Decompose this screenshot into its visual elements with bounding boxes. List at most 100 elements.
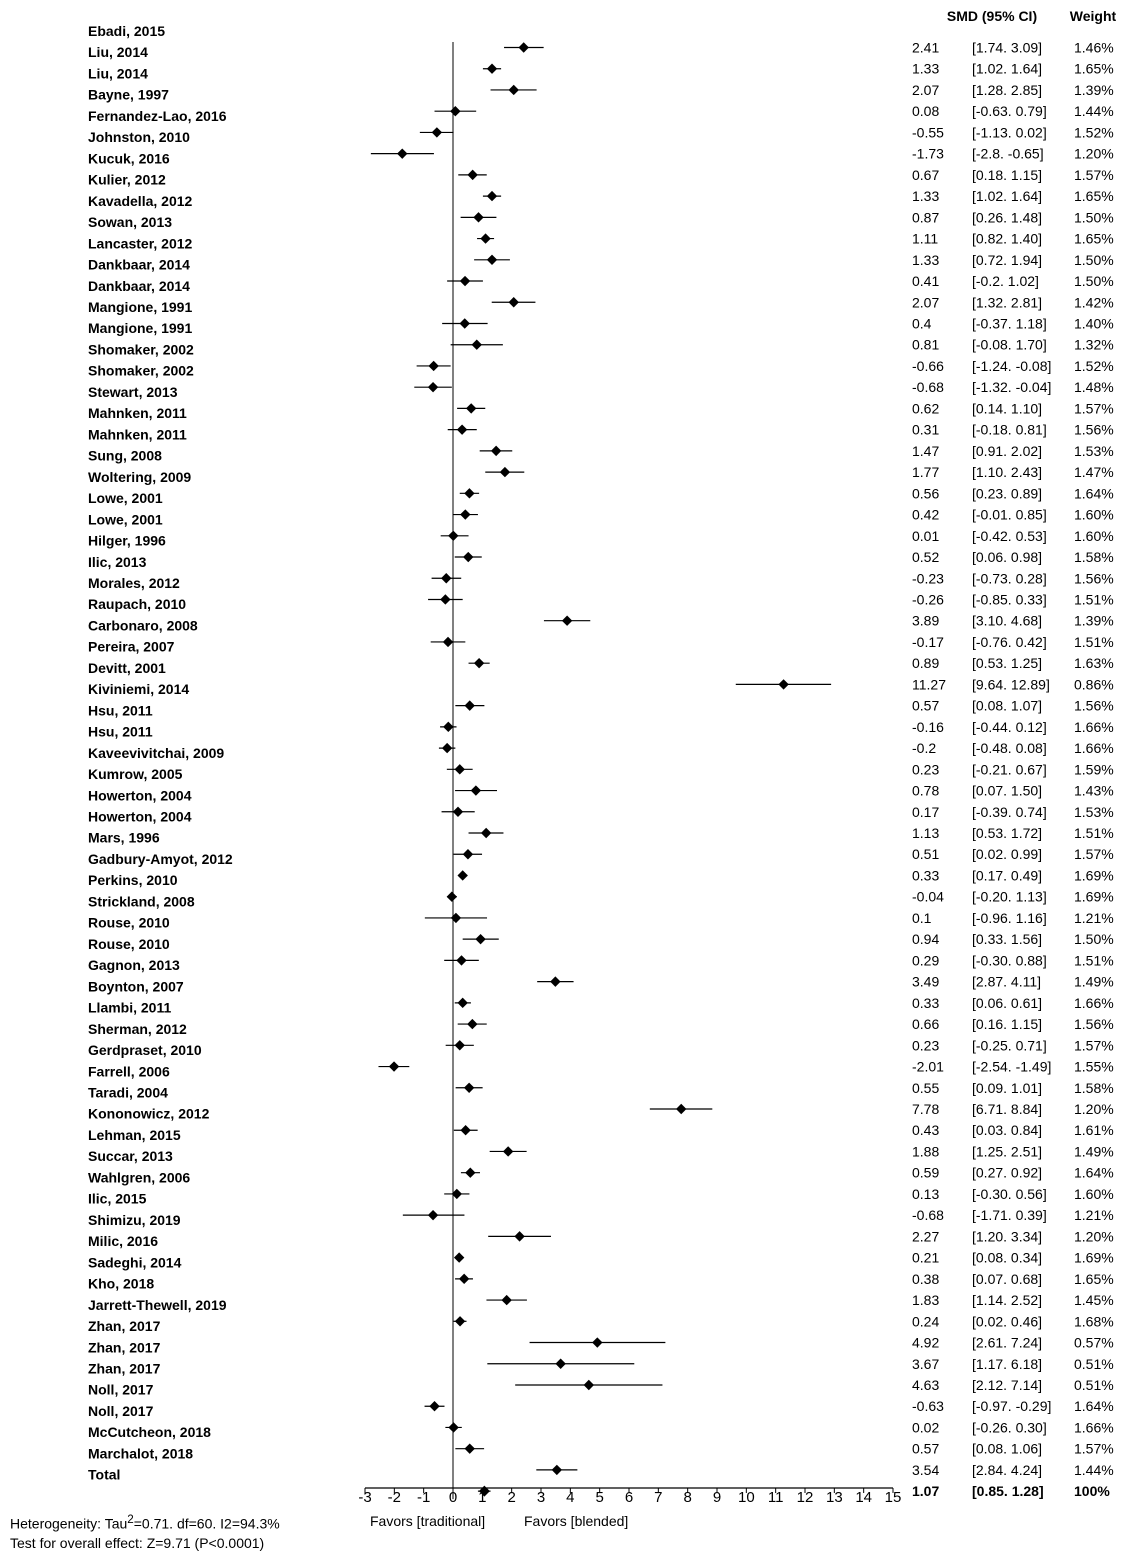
study-label: Zhan, 2017	[88, 1339, 161, 1355]
smd-value: 0.4	[912, 315, 932, 331]
point-estimate	[441, 742, 453, 754]
smd-value: 3.67	[912, 1356, 939, 1372]
smd-value: 1.83	[912, 1292, 939, 1308]
smd-value: 1.33	[912, 61, 939, 77]
study-label: Rouse, 2010	[88, 915, 170, 931]
point-estimate	[467, 169, 478, 181]
point-estimate	[450, 912, 462, 924]
point-estimate	[778, 679, 789, 690]
weight-value: 1.53%	[1074, 443, 1114, 459]
weight-value: 1.39%	[1074, 82, 1114, 98]
smd-value: -0.66	[912, 358, 944, 374]
ci-value: [-0.30. 0.56]	[972, 1186, 1047, 1202]
point-estimate	[459, 318, 470, 329]
ci-value: [-1.71. 0.39]	[972, 1207, 1047, 1223]
weight-value: 1.59%	[1074, 761, 1114, 777]
ci-value: [-0.39. 0.74]	[972, 804, 1047, 820]
ci-value: [0.07. 0.68]	[972, 1271, 1042, 1287]
smd-value: 0.17	[912, 804, 939, 820]
ci-value: [0.06. 0.98]	[972, 549, 1042, 565]
smd-value: 0.33	[912, 867, 939, 883]
ci-value: [-0.73. 0.28]	[972, 570, 1047, 586]
ci-value: [0.08. 0.34]	[972, 1250, 1042, 1266]
point-estimate	[458, 1273, 470, 1285]
study-label: Zhan, 2017	[88, 1318, 161, 1334]
point-estimate	[467, 1018, 478, 1030]
ci-value: [-0.42. 0.53]	[972, 528, 1047, 544]
weight-value: 100%	[1074, 1483, 1110, 1499]
x-tick-label: 3	[537, 1489, 545, 1506]
weight-value: 1.69%	[1074, 889, 1114, 905]
x-tick-label: 6	[625, 1489, 633, 1506]
smd-value: 0.21	[912, 1250, 939, 1266]
study-label: Devitt, 2001	[88, 660, 166, 676]
study-label: Howerton, 2004	[88, 787, 192, 803]
study-label: Kulier, 2012	[88, 172, 166, 188]
ci-value: [0.14. 1.10]	[972, 400, 1042, 416]
study-label: Succar, 2013	[88, 1148, 173, 1164]
point-estimate	[446, 891, 458, 902]
weight-value: 1.51%	[1074, 825, 1114, 841]
ci-value: [0.23. 0.89]	[972, 485, 1042, 501]
ci-value: [-2.8. -0.65]	[972, 146, 1044, 162]
point-estimate	[442, 636, 454, 648]
ci-value: [-0.85. 0.33]	[972, 591, 1047, 607]
x-tick-label: 2	[507, 1489, 515, 1506]
study-label: Noll, 2017	[88, 1403, 154, 1419]
study-label: Liu, 2014	[88, 44, 148, 60]
point-estimate	[454, 1316, 466, 1327]
ci-value: [-0.08. 1.70]	[972, 337, 1047, 353]
weight-value: 1.60%	[1074, 1186, 1114, 1202]
point-estimate	[462, 849, 474, 860]
study-label: Rouse, 2010	[88, 936, 170, 952]
weight-value: 1.65%	[1074, 231, 1114, 247]
ci-value: [0.09. 1.01]	[972, 1080, 1042, 1096]
ci-value: [0.16. 1.15]	[972, 1016, 1042, 1032]
point-estimate	[463, 1082, 475, 1093]
study-label: Howerton, 2004	[88, 809, 192, 825]
study-label: Kaveevivitchai, 2009	[88, 745, 224, 761]
ci-value: [-0.20. 1.13]	[972, 889, 1047, 905]
study-label: Ebadi, 2015	[88, 23, 165, 39]
point-estimate	[397, 148, 408, 159]
weight-value: 1.50%	[1074, 252, 1114, 268]
ci-value: [-0.21. 0.67]	[972, 761, 1047, 777]
ci-value: [-0.2. 1.02]	[972, 273, 1039, 289]
weight-value: 1.58%	[1074, 549, 1114, 565]
weight-value: 1.20%	[1074, 146, 1114, 162]
ci-value: [-0.96. 1.16]	[972, 910, 1047, 926]
weight-value: 0.57%	[1074, 1335, 1114, 1351]
weight-value: 1.52%	[1074, 358, 1114, 374]
ci-value: [0.02. 0.46]	[972, 1313, 1042, 1329]
point-estimate	[441, 573, 452, 584]
point-estimate	[486, 190, 498, 202]
smd-value: -0.55	[912, 124, 944, 140]
effect-column-header: SMD (95% CI)	[947, 8, 1037, 24]
smd-value: 0.52	[912, 549, 939, 565]
study-label: Total	[88, 1467, 120, 1483]
ci-value: [2.84. 4.24]	[972, 1462, 1042, 1478]
study-label: Noll, 2017	[88, 1382, 154, 1398]
ci-value: [0.91. 2.02]	[972, 443, 1042, 459]
smd-value: -0.23	[912, 570, 944, 586]
point-estimate	[502, 1146, 514, 1157]
ci-value: [0.82. 1.40]	[972, 231, 1042, 247]
x-tick-label: 1	[478, 1489, 486, 1506]
weight-value: 1.58%	[1074, 1080, 1114, 1096]
study-label: Hsu, 2011	[88, 702, 153, 718]
point-estimate	[460, 509, 471, 520]
study-label: Mahnken, 2011	[88, 405, 187, 421]
smd-value: 0.1	[912, 910, 932, 926]
smd-value: 1.77	[912, 464, 939, 480]
point-estimate	[464, 700, 475, 711]
point-estimate	[463, 551, 474, 563]
ci-value: [0.72. 1.94]	[972, 252, 1042, 268]
weight-value: 1.69%	[1074, 1250, 1114, 1266]
smd-value: -0.16	[912, 719, 944, 735]
point-estimate	[555, 1358, 566, 1369]
smd-value: 3.49	[912, 974, 939, 990]
smd-value: 3.54	[912, 1462, 939, 1478]
smd-value: -0.17	[912, 634, 944, 650]
ci-value: [1.17. 6.18]	[972, 1356, 1042, 1372]
study-label: Sadeghi, 2014	[88, 1254, 182, 1270]
